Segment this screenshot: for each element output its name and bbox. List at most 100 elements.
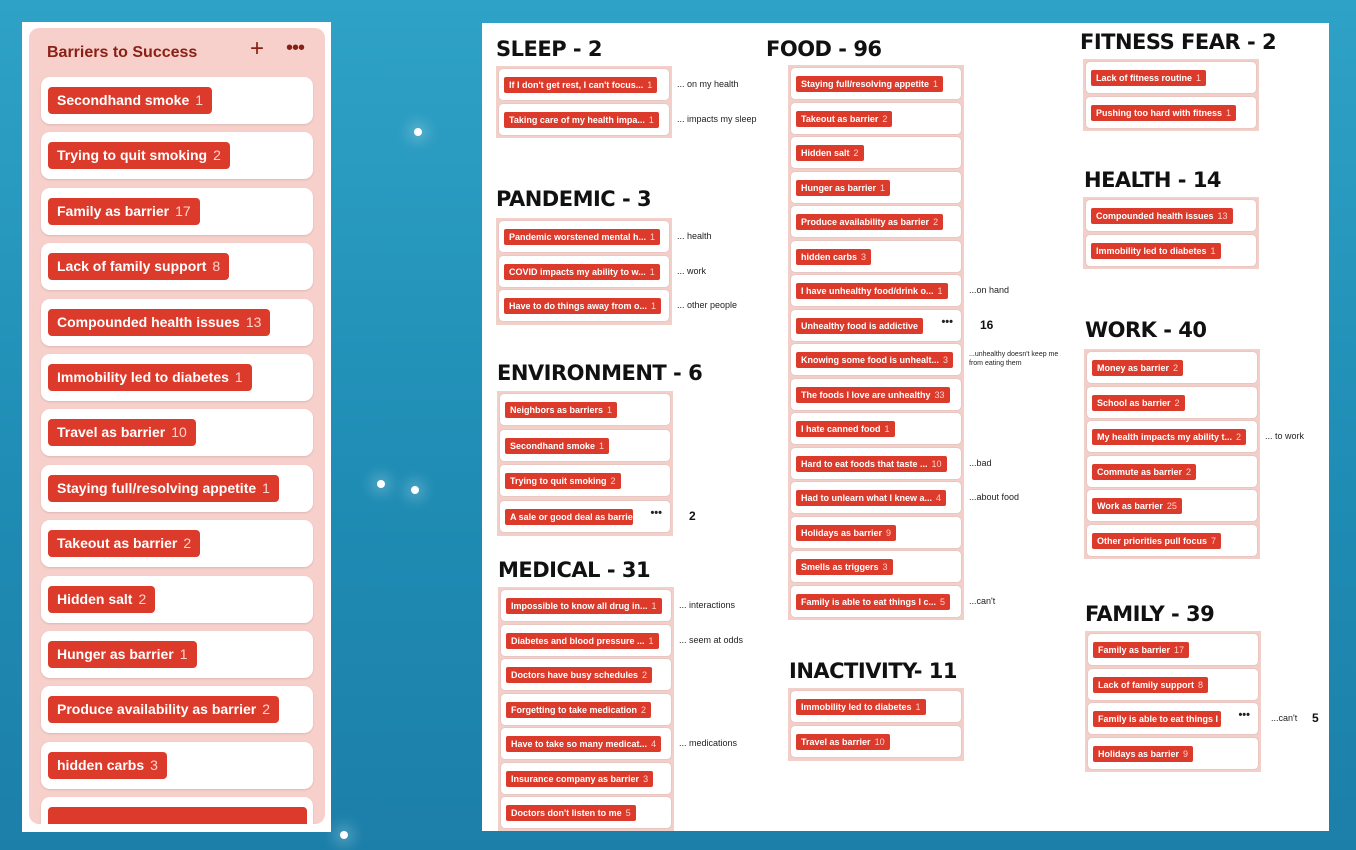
barrier-tag[interactable]: Family as barrier 17 <box>48 197 200 225</box>
sticky-card[interactable]: Other priorities pull focus 7 <box>1087 524 1257 556</box>
sticky-card[interactable]: Doctors don't listen to me 5 <box>501 797 671 828</box>
barrier-tag[interactable]: Travel as barrier 10 <box>48 419 196 447</box>
sticky-card[interactable]: Have to take so many medicat... 4 <box>501 728 671 759</box>
sticky-card[interactable]: A sale or good deal as barrier ••• <box>500 500 670 532</box>
sticky-card[interactable]: Holidays as barrier 9 <box>1088 737 1258 769</box>
sticky-card[interactable]: Holidays as barrier 9 <box>791 516 961 548</box>
barrier-tag[interactable]: Immobility led to diabetes 1 <box>1091 242 1221 259</box>
barrier-tag[interactable]: A sale or good deal as barrier <box>505 508 633 525</box>
barrier-tag[interactable]: Family as barrier 17 <box>1093 642 1190 658</box>
sticky-card[interactable]: Taking care of my health impa... 1 <box>499 103 669 135</box>
sticky-card[interactable]: Lack of family support 8 <box>1088 668 1258 700</box>
barrier-tag[interactable]: Doctors have busy schedules 2 <box>506 667 653 683</box>
sidebar-card[interactable]: Travel as barrier 10 <box>41 409 313 457</box>
barrier-tag[interactable]: Secondhand smoke 1 <box>48 87 213 114</box>
barrier-tag[interactable]: hidden carbs 3 <box>48 751 167 779</box>
barrier-tag[interactable]: hidden carbs 3 <box>796 248 872 265</box>
sidebar-card[interactable]: Staying full/resolving appetite 1 <box>41 464 313 512</box>
barrier-tag[interactable]: Diabetes and blood pressure ... 1 <box>506 632 659 649</box>
sticky-card[interactable]: Family is able to eat things I c ••• <box>1088 703 1258 734</box>
add-icon[interactable]: + <box>250 35 265 62</box>
sidebar-card[interactable]: Secondhand smoke 1 <box>41 77 313 124</box>
sticky-card[interactable]: Forgetting to take medication 2 <box>501 693 671 725</box>
sticky-card[interactable]: hidden carbs 3 <box>791 240 961 272</box>
barrier-tag[interactable]: Commute as barrier 2 <box>1092 463 1197 480</box>
more-options-icon[interactable]: ••• <box>941 315 953 328</box>
barrier-tag[interactable]: Knowing some food is unhealt... 3 <box>796 352 954 368</box>
barrier-tag[interactable]: Secondhand smoke 1 <box>505 437 610 454</box>
barrier-tag[interactable]: Doctors don't listen to me 5 <box>506 805 636 821</box>
barrier-tag[interactable]: I hate canned food 1 <box>796 421 895 437</box>
barrier-tag[interactable]: My health impacts my ability t... 2 <box>1092 429 1247 445</box>
barrier-tag[interactable]: Neighbors as barriers 1 <box>505 402 618 418</box>
sticky-card[interactable]: I hate canned food 1 <box>791 413 961 444</box>
barrier-tag[interactable]: If I don't get rest, I can't focus... 1 <box>504 77 658 93</box>
sidebar-card[interactable]: Produce availability as barrier 2 <box>41 686 313 734</box>
barrier-tag[interactable]: Hunger as barrier 1 <box>48 641 197 668</box>
sticky-card[interactable]: Knowing some food is unhealt... 3 <box>791 344 961 375</box>
sticky-card[interactable]: Takeout as barrier 2 <box>791 102 961 134</box>
sticky-card[interactable]: Neighbors as barriers 1 <box>500 394 670 425</box>
barrier-tag[interactable]: Hunger as barrier 1 <box>796 179 891 196</box>
sidebar-card[interactable]: Trying to quit smoking 2 <box>41 132 313 180</box>
barrier-tag[interactable]: Unhealthy food is addictive <box>796 317 924 334</box>
barrier-tag[interactable]: Money as barrier 2 <box>1092 360 1184 376</box>
barrier-tag[interactable]: Trying to quit smoking 2 <box>48 142 230 170</box>
sticky-card[interactable]: Family is able to eat things I c... 5 <box>791 585 961 617</box>
barrier-tag[interactable]: Trying to quit smoking 2 <box>505 473 621 489</box>
sticky-card[interactable]: Smells as triggers 3 <box>791 551 961 582</box>
sticky-card[interactable]: Pandemic worstened mental h... 1 <box>499 221 669 252</box>
barrier-tag[interactable]: Hidden salt 2 <box>796 145 864 161</box>
barrier-tag[interactable]: I have unhealthy food/drink o... 1 <box>796 283 948 299</box>
barrier-tag[interactable]: Staying full/resolving appetite 1 <box>48 474 279 502</box>
barrier-tag[interactable]: Pushing too hard with fitness 1 <box>1091 104 1237 121</box>
sidebar-card[interactable]: hidden carbs 3 <box>41 741 313 789</box>
sticky-card[interactable]: Secondhand smoke 1 <box>500 429 670 461</box>
sidebar-card[interactable]: Hunger as barrier 1 <box>41 631 313 678</box>
sticky-card[interactable]: Commute as barrier 2 <box>1087 455 1257 487</box>
sticky-card[interactable]: Immobility led to diabetes 1 <box>1086 234 1256 266</box>
sticky-card[interactable]: Money as barrier 2 <box>1087 352 1257 383</box>
sticky-card[interactable]: Travel as barrier 10 <box>791 726 961 757</box>
barrier-tag[interactable]: Holidays as barrier 9 <box>1093 745 1194 762</box>
barrier-tag[interactable]: Takeout as barrier 2 <box>48 530 201 558</box>
barrier-tag[interactable]: Family is able to eat things I c <box>1093 711 1221 727</box>
sticky-card[interactable]: Insurance company as barrier 3 <box>501 762 671 794</box>
sidebar-card[interactable]: Lack of family support 8 <box>41 243 313 291</box>
sticky-card[interactable]: My health impacts my ability t... 2 <box>1087 421 1257 452</box>
barrier-tag[interactable]: Produce availability as barrier 2 <box>48 696 280 724</box>
sticky-card[interactable]: COVID impacts my ability to w... 1 <box>499 255 669 287</box>
barrier-tag[interactable]: Immobility led to diabetes 1 <box>796 699 926 715</box>
barrier-tag[interactable]: Takeout as barrier 2 <box>796 110 893 127</box>
sticky-card[interactable]: Family as barrier 17 <box>1088 634 1258 665</box>
sticky-card[interactable]: School as barrier 2 <box>1087 386 1257 418</box>
sidebar-card[interactable]: Compounded health issues 13 <box>41 298 313 346</box>
barrier-tag[interactable]: Lack of fitness routine 1 <box>1091 70 1207 86</box>
barrier-tag[interactable]: Forgetting to take medication 2 <box>506 701 652 718</box>
sticky-card[interactable]: Pushing too hard with fitness 1 <box>1086 96 1256 128</box>
barrier-tag[interactable]: Travel as barrier 10 <box>796 734 890 750</box>
barrier-tag[interactable]: Other priorities pull focus 7 <box>1092 532 1222 549</box>
sidebar-card[interactable]: Immobility led to diabetes 1 <box>41 354 313 401</box>
sticky-card[interactable]: Impossible to know all drug in... 1 <box>501 590 671 621</box>
sticky-card[interactable]: Compounded health issues 13 <box>1086 200 1256 231</box>
barrier-tag[interactable]: Work as barrier 25 <box>1092 498 1182 514</box>
barrier-tag[interactable]: COVID impacts my ability to w... 1 <box>504 263 660 280</box>
sidebar-card[interactable]: Hidden salt 2 <box>41 575 313 623</box>
barrier-tag[interactable]: Pandemic worstened mental h... 1 <box>504 229 661 245</box>
sticky-card[interactable]: Hidden salt 2 <box>791 137 961 168</box>
sticky-card[interactable]: Produce availability as barrier 2 <box>791 206 961 237</box>
barrier-tag[interactable]: Hard to eat foods that taste ... 10 <box>796 455 947 472</box>
barrier-tag[interactable]: Have to do things away from o... 1 <box>504 298 662 314</box>
sidebar-card[interactable]: Family as barrier 17 <box>41 187 313 235</box>
sidebar-card[interactable]: Takeout as barrier 2 <box>41 520 313 568</box>
sticky-card[interactable]: I have unhealthy food/drink o... 1 <box>791 275 961 306</box>
more-options-icon[interactable]: ••• <box>286 37 305 59</box>
sticky-card[interactable]: Staying full/resolving appetite 1 <box>791 68 961 99</box>
sticky-card[interactable]: Work as barrier 25 <box>1087 490 1257 521</box>
sticky-card[interactable]: Hunger as barrier 1 <box>791 171 961 203</box>
sticky-card[interactable]: Immobility led to diabetes 1 <box>791 691 961 722</box>
barrier-tag[interactable]: Taking care of my health impa... 1 <box>504 111 659 128</box>
barrier-tag[interactable]: Staying full/resolving appetite 1 <box>796 76 944 92</box>
sticky-card[interactable]: If I don't get rest, I can't focus... 1 <box>499 69 669 100</box>
